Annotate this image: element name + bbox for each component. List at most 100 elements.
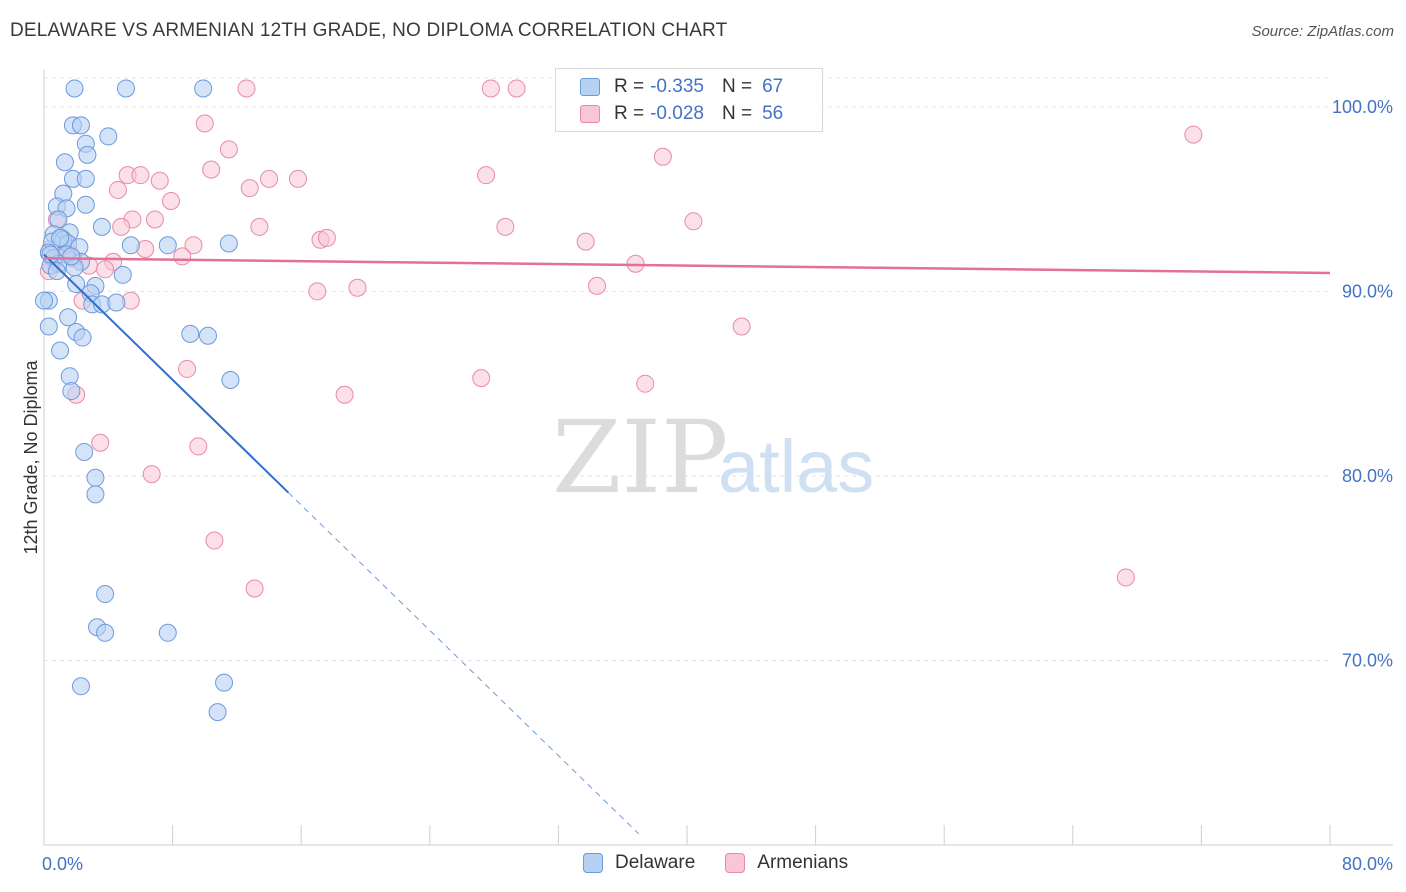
delaware-point <box>55 153 74 172</box>
armenian-point <box>260 169 279 188</box>
delaware-point <box>208 703 227 722</box>
delaware-point <box>51 341 70 360</box>
delaware-point <box>39 317 58 336</box>
delaware-point <box>181 324 200 343</box>
legend-r-key: R = <box>614 103 645 124</box>
source-credit: Source: ZipAtlas.com <box>1251 23 1394 40</box>
armenian-point <box>317 228 336 247</box>
armenian-point <box>145 210 164 229</box>
legend-row-armenians: R = -0.028 N = 56 <box>580 102 783 126</box>
legend-swatch-armenians <box>580 105 600 123</box>
legend-r-value-delaware: -0.335 <box>650 76 704 97</box>
armenian-point <box>184 236 203 255</box>
legend-swatch-delaware <box>580 78 600 96</box>
series-swatch-armenians <box>725 853 746 873</box>
armenian-point <box>335 385 354 404</box>
delaware-point <box>99 127 118 146</box>
armenian-point <box>245 579 264 598</box>
armenian-point <box>112 217 131 236</box>
delaware-point <box>116 79 135 98</box>
legend-n-key: N = <box>721 103 753 124</box>
delaware-point <box>96 585 115 604</box>
x-tick-label-min: 0.0% <box>42 854 83 874</box>
delaware-point <box>92 217 111 236</box>
armenian-point <box>507 79 526 98</box>
delaware-point <box>76 169 95 188</box>
delaware-point <box>73 328 92 347</box>
armenian-point <box>576 232 595 251</box>
y-tick-label: 80.0% <box>1342 466 1393 486</box>
armenian-point <box>496 217 515 236</box>
armenian-point <box>205 531 224 550</box>
armenian-point <box>202 160 221 179</box>
delaware-point <box>67 275 86 294</box>
delaware-point <box>59 308 78 327</box>
delaware-point <box>51 228 70 247</box>
watermark-atlas: atlas <box>718 425 874 508</box>
armenian-point <box>308 282 327 301</box>
series-legend-delaware[interactable]: Delaware <box>583 852 695 874</box>
delaware-point <box>96 623 115 642</box>
armenian-point <box>684 212 703 231</box>
armenian-point <box>178 359 197 378</box>
armenian-point <box>189 437 208 456</box>
delaware-point <box>47 262 66 281</box>
armenian-point <box>219 140 238 159</box>
delaware-point <box>86 468 105 487</box>
armenian-point <box>108 180 127 199</box>
armenian-point <box>732 317 751 336</box>
armenian-point <box>1184 125 1203 144</box>
delaware-point <box>158 236 177 255</box>
legend-row-delaware: R = -0.335 N = 67 <box>580 75 783 99</box>
armenian-point <box>587 276 606 295</box>
chart-title: DELAWARE VS ARMENIAN 12TH GRADE, NO DIPL… <box>10 20 728 41</box>
delaware-point <box>113 265 132 284</box>
tick-labels: 100.0% 90.0% 80.0% 70.0% 0.0% 80.0% 12th Grade… <box>21 97 1393 874</box>
delaware-point <box>158 623 177 642</box>
delaware-point <box>62 382 81 401</box>
stats-legend: R = -0.335 N = 67 R = -0.028 N = 56 <box>555 68 823 132</box>
axes <box>43 70 1393 846</box>
watermark-zip: ZIP <box>552 399 728 516</box>
series-legend-armenians[interactable]: Armenians <box>725 852 848 874</box>
armenian-point <box>173 247 192 266</box>
armenian-point <box>288 169 307 188</box>
armenian-point <box>477 166 496 185</box>
watermark: ZIP atlas <box>552 399 874 516</box>
x-tick-label-max: 80.0% <box>1342 854 1393 874</box>
armenian-point <box>195 114 214 133</box>
armenian-point <box>250 217 269 236</box>
armenian-point <box>1116 568 1135 587</box>
delaware-point <box>221 371 240 389</box>
legend-r-key: R = <box>614 76 645 97</box>
delaware-point <box>71 116 90 135</box>
series-legend: Delaware Armenians <box>583 852 878 874</box>
armenian-point <box>91 433 110 452</box>
legend-n-key: N = <box>721 76 753 97</box>
delaware-point <box>198 326 217 345</box>
armenian-point <box>653 147 672 166</box>
delaware-point <box>75 442 94 461</box>
delaware-point <box>107 293 126 312</box>
armenian-point <box>472 369 491 388</box>
legend-n-value-armenians: 56 <box>762 103 784 124</box>
armenian-point <box>237 79 256 98</box>
delaware-point <box>215 673 234 692</box>
delaware-trend-line <box>43 253 290 494</box>
gridlines <box>44 77 1330 661</box>
trend-lines <box>43 253 1331 835</box>
delaware-point <box>71 677 90 696</box>
delaware-trend-extension <box>287 492 640 835</box>
armenian-point <box>481 79 500 98</box>
armenian-point <box>142 465 161 484</box>
armenian-point <box>240 179 259 198</box>
armenian-point <box>348 278 367 297</box>
legend-r-value-armenians: -0.028 <box>650 103 704 124</box>
delaware-point <box>194 79 213 98</box>
delaware-point <box>78 145 97 164</box>
delaware-point <box>76 195 95 214</box>
delaware-point <box>121 236 140 255</box>
armenian-trend-line <box>43 256 1331 275</box>
